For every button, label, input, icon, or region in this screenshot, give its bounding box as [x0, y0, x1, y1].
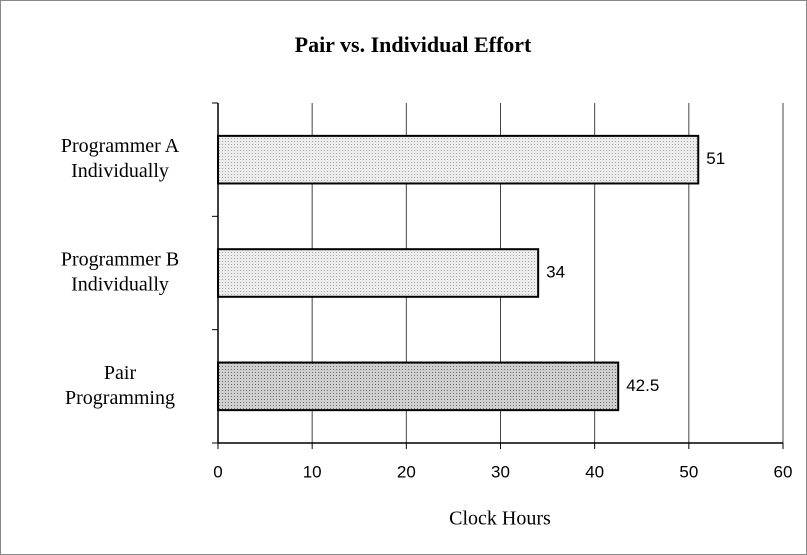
bar-texture: [217, 361, 620, 412]
x-tick-label: 30: [491, 462, 510, 481]
chart-title: Pair vs. Individual Effort: [295, 32, 532, 57]
x-tick-label: 10: [303, 462, 322, 481]
x-tick-label: 60: [774, 462, 793, 481]
x-tick-label: 50: [679, 462, 698, 481]
x-axis-label: Clock Hours: [449, 508, 551, 530]
data-label: 51: [706, 149, 725, 168]
data-label: 34: [546, 262, 565, 281]
bar-texture: [217, 248, 540, 298]
y-tick-label: Programmer B Individually: [61, 248, 179, 295]
y-tick-label: Pair Programming: [65, 361, 175, 408]
x-tick-label: 20: [397, 462, 416, 481]
y-tick-label: Programmer A Individually: [61, 135, 180, 182]
data-label: 42.5: [626, 376, 659, 395]
x-tick-label: 40: [585, 462, 604, 481]
bar-texture: [217, 134, 700, 185]
x-tick-label: 0: [213, 462, 222, 481]
